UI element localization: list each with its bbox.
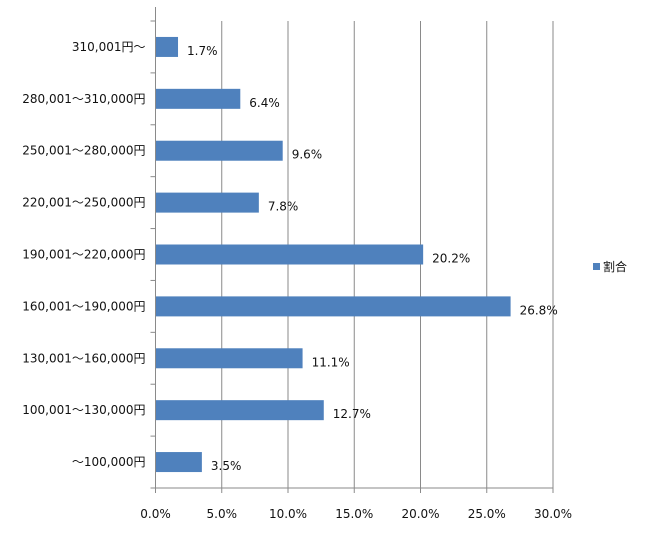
y-tick-label: 130,001〜160,000円 (22, 351, 145, 365)
bar (155, 348, 303, 369)
legend: 割合 (593, 259, 627, 274)
x-tick-label: 10.0% (269, 507, 307, 521)
y-tick-label: 100,001〜130,000円 (22, 403, 145, 417)
x-tick-label: 25.0% (468, 507, 506, 521)
data-label: 9.6% (292, 148, 323, 162)
y-tick-label: 〜100,000円 (72, 455, 146, 469)
data-label: 7.8% (268, 200, 299, 214)
data-label: 11.1% (312, 355, 350, 369)
bar (155, 400, 324, 421)
y-tick-label: 310,001円〜 (72, 40, 146, 54)
data-label: 20.2% (432, 252, 470, 266)
bar (155, 140, 283, 161)
bar (155, 36, 179, 57)
legend-label: 割合 (603, 259, 627, 274)
x-tick-label: 30.0% (534, 507, 572, 521)
y-tick-label: 190,001〜220,000円 (22, 248, 145, 262)
bar (155, 192, 259, 213)
data-label: 3.5% (211, 459, 242, 473)
bar (155, 452, 202, 473)
bars: 3.5% 12.7% 11.1% 26.8% 20.2% 7.8% 9.6% 6.4% 1.7% (155, 36, 558, 473)
x-tick-label: 15.0% (335, 507, 373, 521)
bar (155, 88, 241, 109)
axes: 0.0% 5.0% 10.0% 15.0% 20.0% 25.0% 30.0% 〜100,00… (22, 7, 572, 521)
data-label: 26.8% (520, 303, 558, 317)
data-label: 12.7% (333, 407, 371, 421)
x-tick-label: 20.0% (401, 507, 439, 521)
legend-swatch (593, 263, 600, 270)
bar (155, 244, 424, 265)
y-tick-label: 160,001〜190,000円 (22, 299, 145, 313)
x-tick-label: 5.0% (207, 507, 238, 521)
y-tick-label: 220,001〜250,000円 (22, 196, 145, 210)
x-tick-label: 0.0% (140, 507, 171, 521)
y-tick-label: 250,001〜280,000円 (22, 144, 145, 158)
data-label: 6.4% (249, 96, 279, 110)
y-tick-label: 280,001〜310,000円 (22, 92, 145, 106)
data-label: 1.7% (187, 44, 218, 58)
bar (155, 296, 511, 317)
